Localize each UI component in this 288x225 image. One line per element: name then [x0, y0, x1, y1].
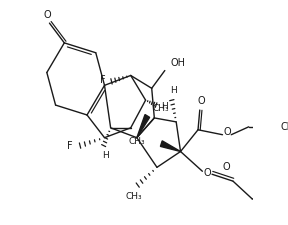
- Polygon shape: [160, 141, 181, 151]
- Text: CH₃: CH₃: [153, 104, 169, 112]
- Text: CH₃: CH₃: [126, 192, 143, 201]
- Text: OH: OH: [171, 58, 186, 68]
- Text: H: H: [161, 101, 168, 110]
- Text: O: O: [204, 168, 211, 178]
- Text: O: O: [198, 96, 205, 106]
- Polygon shape: [137, 115, 150, 138]
- Text: Cl: Cl: [280, 122, 288, 132]
- Text: O: O: [44, 10, 52, 20]
- Text: O: O: [223, 127, 231, 137]
- Text: F: F: [67, 141, 72, 151]
- Text: H: H: [102, 151, 109, 160]
- Text: O: O: [222, 162, 230, 172]
- Text: F: F: [100, 75, 106, 86]
- Text: CH₃: CH₃: [129, 137, 146, 146]
- Text: H: H: [170, 86, 177, 95]
